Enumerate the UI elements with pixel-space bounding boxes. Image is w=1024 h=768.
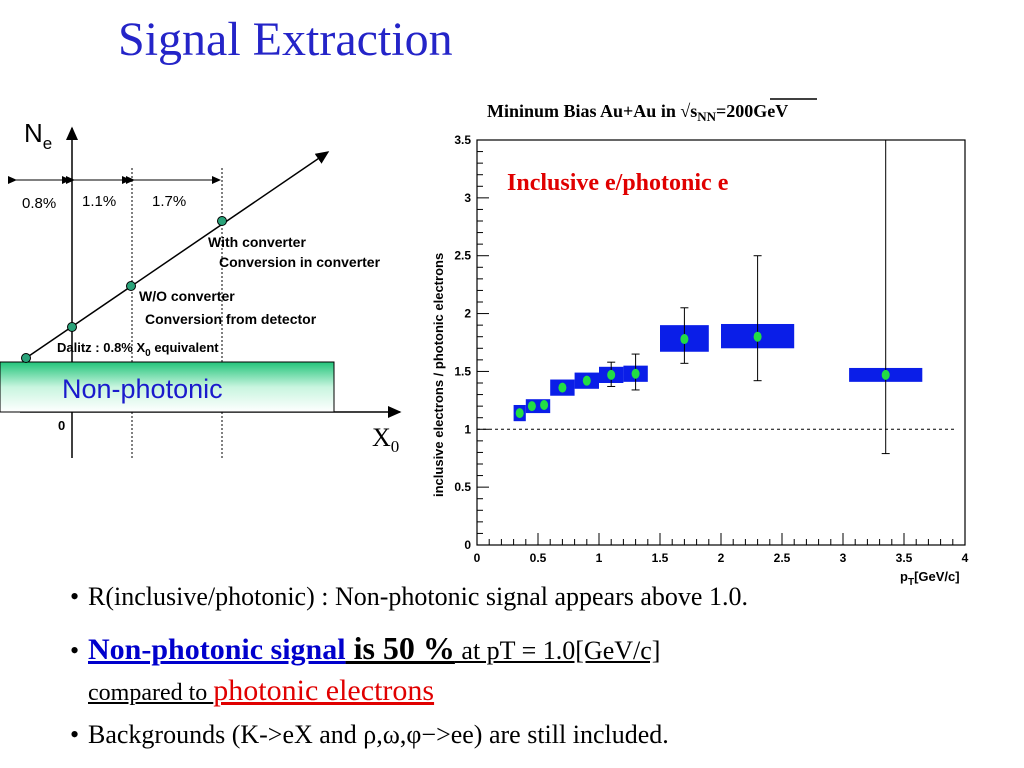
data-point bbox=[607, 369, 616, 380]
non-photonic-box-label: Non-photonic bbox=[62, 374, 223, 404]
bullet-1-text: R(inclusive/photonic) : Non-photonic sig… bbox=[88, 582, 748, 611]
y-tick-label: 3 bbox=[464, 191, 471, 205]
interval-2: 1.1% bbox=[82, 193, 116, 210]
y-tick-label: 0 bbox=[464, 538, 471, 552]
data-point bbox=[680, 334, 689, 345]
bullet-1: • R(inclusive/photonic) : Non-photonic si… bbox=[70, 582, 748, 611]
bullet-2-pt: at pT = 1.0[GeV/c] bbox=[454, 636, 661, 665]
interval-3: 1.7% bbox=[152, 193, 186, 210]
x-tick-label: 3.5 bbox=[896, 551, 913, 565]
x-tick-label: 1.5 bbox=[652, 551, 669, 565]
bullet-2-highlight: Non-photonic signal bbox=[88, 633, 346, 666]
dalitz-marker bbox=[21, 353, 31, 363]
origin-label: 0 bbox=[58, 418, 65, 433]
data-point bbox=[881, 369, 890, 380]
x-tick-label: 0 bbox=[474, 551, 481, 565]
x-axis-label: pT[GeV/c] bbox=[900, 569, 960, 585]
with-converter-label: With converter bbox=[208, 234, 306, 250]
bullet-3-text: Backgrounds (K->eX and ρ,ω,φ−>ee) are st… bbox=[88, 720, 669, 749]
data-point bbox=[515, 408, 524, 419]
y-tick-label: 2.5 bbox=[454, 249, 471, 263]
diagram-y-label: Ne bbox=[24, 118, 52, 153]
x-tick-label: 0.5 bbox=[530, 551, 547, 565]
bullet-2: • Non-photonic signal is 50 % at pT = 1.0… bbox=[70, 630, 661, 666]
non-photonic-box bbox=[0, 361, 335, 413]
diagram-x-label: X0 bbox=[372, 423, 399, 456]
bullet-2-line-2: compared to photonic electrons bbox=[88, 674, 434, 708]
diagram-yield-line bbox=[25, 151, 330, 359]
bullet-3: • Backgrounds (K->eX and ρ,ω,φ−>ee) are s… bbox=[70, 720, 669, 749]
bullet-2-percent: is 50 % bbox=[345, 630, 455, 666]
y-tick-label: 1 bbox=[464, 422, 471, 436]
with-converter-marker bbox=[217, 216, 227, 226]
wo-converter-marker bbox=[126, 281, 136, 291]
x-tick-label: 2 bbox=[718, 551, 725, 565]
ratio-chart: Mininum Bias Au+Au in √sNN=200GeV 0 0.5 1 1… bbox=[431, 98, 969, 585]
wo-converter-label: W/O converter bbox=[139, 288, 235, 304]
dalitz-label: Dalitz : 0.8% X0 equivalent bbox=[57, 340, 219, 359]
chart-title: Mininum Bias Au+Au in √sNN=200GeV bbox=[487, 101, 788, 124]
data-point bbox=[631, 368, 640, 379]
y-tick-label: 2 bbox=[464, 307, 471, 321]
y-tick-label: 0.5 bbox=[454, 480, 471, 494]
y-tick-label: 1.5 bbox=[454, 364, 471, 378]
interval-1: 0.8% bbox=[22, 195, 56, 212]
bullet-2-compared: compared to bbox=[88, 680, 214, 706]
detector-marker bbox=[67, 322, 77, 332]
x-tick-label: 2.5 bbox=[774, 551, 791, 565]
x-tick-label: 4 bbox=[962, 551, 969, 565]
conversion-in-converter-label: Conversion in converter bbox=[219, 254, 381, 270]
slide-title: Signal Extraction bbox=[118, 13, 453, 66]
data-point bbox=[753, 331, 762, 342]
plot-area: 0 0.5 1 1.5 2 2.5 3 3.5 4 0 0.5 1 1.5 2 2.5 3 3.5 bbox=[454, 133, 968, 565]
conversion-diagram: Ne X0 0 0.8% 1.1% 1.7% With converter Co… bbox=[0, 118, 402, 458]
data-point bbox=[558, 382, 567, 393]
x-tick-label: 3 bbox=[840, 551, 847, 565]
x-tick-label: 1 bbox=[596, 551, 603, 565]
bullet-2-photonic: photonic electrons bbox=[213, 674, 435, 707]
y-tick-label: 3.5 bbox=[454, 133, 471, 147]
data-point bbox=[540, 399, 549, 410]
data-point bbox=[582, 375, 591, 386]
conversion-from-detector-label: Conversion from detector bbox=[145, 311, 317, 327]
chart-annotation: Inclusive e/photonic e bbox=[507, 170, 729, 196]
data-point bbox=[527, 401, 536, 412]
y-axis-label: inclusive electrons / photonic electrons bbox=[431, 253, 446, 497]
